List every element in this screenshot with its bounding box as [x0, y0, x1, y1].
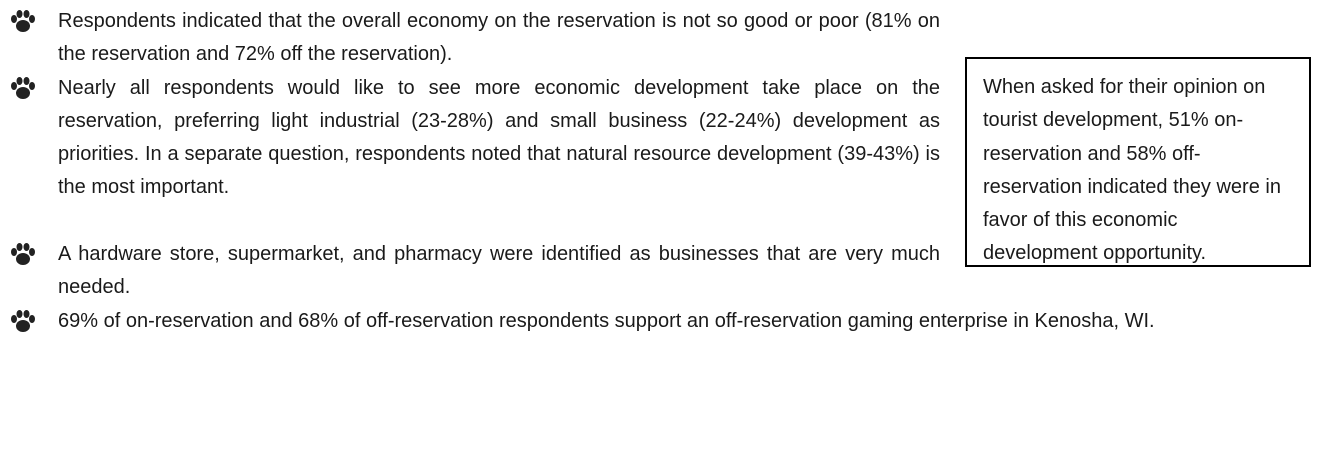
- bullet-text: A hardware store, supermarket, and pharm…: [58, 243, 940, 299]
- paw-icon: [11, 243, 35, 265]
- bullet-item: A hardware store, supermarket, and pharm…: [0, 238, 940, 305]
- bullet-text: 69% of on-reservation and 68% of off-res…: [58, 309, 1155, 332]
- bullet-text: Nearly all respondents would like to see…: [58, 76, 940, 199]
- bullet-text: Respondents indicated that the overall e…: [58, 10, 940, 66]
- bullet-item: 69% of on-reservation and 68% of off-res…: [0, 305, 1310, 338]
- bullet-item: Respondents indicated that the overall e…: [0, 5, 940, 72]
- side-box-text: When asked for their opinion on tourist …: [983, 76, 1281, 265]
- paw-icon: [11, 10, 35, 32]
- bullet-item: Nearly all respondents would like to see…: [0, 72, 940, 205]
- paw-icon: [11, 309, 35, 332]
- paw-icon: [11, 76, 35, 99]
- side-box: When asked for their opinion on tourist …: [965, 57, 1311, 267]
